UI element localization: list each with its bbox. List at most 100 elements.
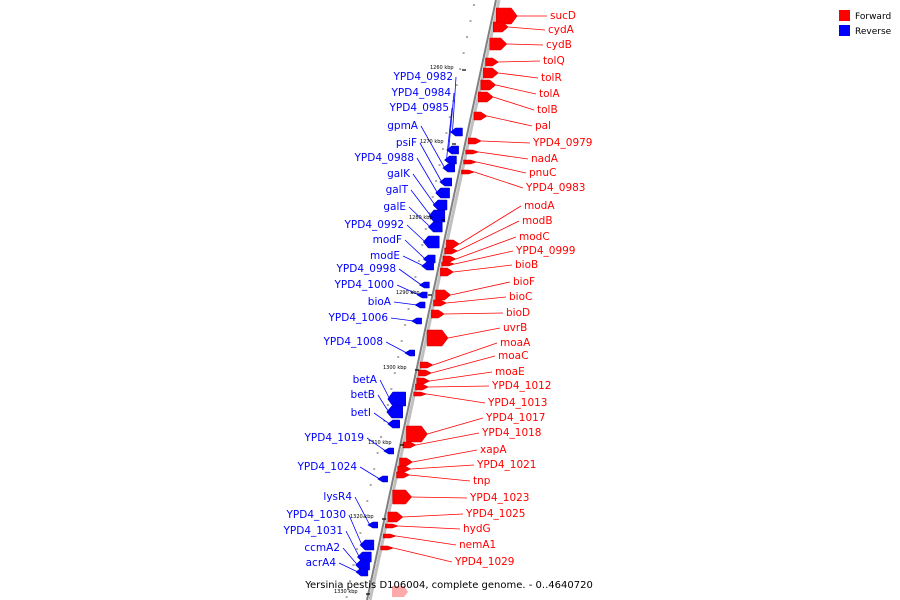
forward-gene-connector xyxy=(455,236,517,260)
forward-gene-feature xyxy=(446,239,460,249)
reverse-gene-connector xyxy=(420,125,446,169)
legend-reverse-label: Reverse xyxy=(855,27,892,37)
forward-gene-connector xyxy=(486,115,533,127)
reverse-gene-feature xyxy=(387,391,406,407)
reverse-gene-label: YPD4_0992 xyxy=(344,219,404,231)
forward-gene-label: bioF xyxy=(513,276,535,288)
reverse-gene-label: YPD4_1031 xyxy=(283,525,343,537)
forward-gene-connector xyxy=(498,72,539,79)
reverse-gene-connector xyxy=(396,284,420,296)
reverse-gene-feature xyxy=(359,539,375,551)
kbp-marker-label: 1280 kbp xyxy=(409,215,433,221)
forward-gene-feature xyxy=(485,57,499,67)
forward-gene-connector xyxy=(457,220,520,252)
forward-gene-label: tolR xyxy=(541,72,562,84)
reverse-gene-feature xyxy=(446,145,459,155)
forward-gene-feature xyxy=(489,37,508,51)
reverse-gene-feature xyxy=(416,291,428,299)
reverse-gene-connector xyxy=(393,301,418,306)
reverse-gene-feature xyxy=(427,221,443,233)
forward-gene-label: YPD4_1023 xyxy=(469,492,529,504)
forward-gene-label: YPD4_1029 xyxy=(454,556,514,568)
forward-gene-connector xyxy=(493,96,535,111)
forward-gene-connector xyxy=(450,281,511,296)
reverse-gene-label: modE xyxy=(370,250,400,262)
forward-gene-feature xyxy=(426,329,449,347)
reverse-gene-connector xyxy=(338,562,359,573)
reverse-gene-connector xyxy=(419,142,443,183)
forward-gene-connector xyxy=(495,84,537,95)
reverse-gene-label: YPD4_1006 xyxy=(328,312,389,324)
reverse-gene-label: psiF xyxy=(396,137,417,149)
forward-gene-label: moaE xyxy=(495,366,525,378)
reverse-gene-feature xyxy=(450,127,463,137)
kbp-marker-label: 1270 kbp xyxy=(420,139,444,145)
forward-gene-connector xyxy=(433,342,498,366)
forward-gene-feature xyxy=(463,159,478,165)
reverse-gene-label: betI xyxy=(351,407,371,419)
forward-gene-connector xyxy=(459,205,522,245)
forward-gene-label: moaA xyxy=(500,337,531,349)
reverse-gene-label: YPD4_0985 xyxy=(389,102,449,114)
reverse-gene-feature xyxy=(421,261,434,271)
forward-gene-label: pal xyxy=(535,120,551,132)
forward-gene-label: hydG xyxy=(463,523,491,535)
forward-gene-feature xyxy=(418,369,433,377)
reverse-gene-feature xyxy=(422,235,440,249)
reverse-gene-connector xyxy=(404,239,426,260)
forward-gene-feature xyxy=(435,289,452,301)
reverse-gene-feature xyxy=(356,551,372,563)
kbp-marker-label: 1290 kbp xyxy=(396,290,420,296)
reverse-gene-label: YPD4_1000 xyxy=(334,279,394,291)
forward-gene-label: YPD4_0979 xyxy=(532,137,592,149)
reverse-gene-feature xyxy=(386,405,403,419)
kbp-marker-label: 1260 kbp xyxy=(430,65,454,71)
forward-gene-connector xyxy=(498,60,541,63)
reverse-gene-connector xyxy=(398,268,422,286)
forward-gene-feature-partial xyxy=(392,586,408,597)
forward-gene-feature xyxy=(387,511,404,523)
reverse-gene-connector xyxy=(366,437,386,452)
kbp-marker-label: 1320 kbp xyxy=(350,514,374,520)
reverse-gene-label: gpmA xyxy=(387,120,419,132)
reverse-gene-connector xyxy=(379,379,391,400)
forward-gene-label: nemA1 xyxy=(459,539,496,551)
forward-gene-label: YPD4_1012 xyxy=(491,380,551,392)
legend-reverse-swatch xyxy=(839,25,850,36)
forward-gene-label: nadA xyxy=(531,153,559,165)
reverse-gene-feature xyxy=(367,521,379,529)
forward-gene-label: YPD4_1018 xyxy=(481,427,541,439)
forward-gene-feature xyxy=(444,247,459,255)
reverse-gene-connector xyxy=(402,255,424,267)
reverse-gene-feature xyxy=(355,559,370,571)
forward-gene-label: YPD4_1013 xyxy=(487,397,547,409)
reverse-gene-label: galT xyxy=(386,184,409,196)
forward-gene-feature xyxy=(441,261,456,267)
forward-gene-connector xyxy=(415,432,480,446)
forward-gene-feature xyxy=(461,169,476,175)
reverse-gene-connector xyxy=(412,173,436,206)
forward-gene-feature xyxy=(431,309,445,319)
reverse-gene-connector xyxy=(390,317,414,322)
reverse-gene-label: modF xyxy=(373,234,402,246)
legend-forward-swatch xyxy=(839,10,850,21)
forward-gene-label: uvrB xyxy=(503,322,527,334)
forward-gene-connector xyxy=(476,161,527,174)
forward-gene-label: tolQ xyxy=(543,55,565,67)
reverse-gene-connector xyxy=(359,466,380,480)
forward-gene-connector xyxy=(444,312,504,315)
reverse-gene-connector xyxy=(448,92,455,151)
reverse-gene-feature xyxy=(387,419,400,429)
reverse-gene-label: YPD4_1019 xyxy=(304,432,364,444)
forward-gene-label: tolB xyxy=(537,104,558,116)
forward-gene-connector xyxy=(478,151,529,160)
forward-gene-label: YPD4_1025 xyxy=(465,508,525,520)
reverse-gene-connector xyxy=(373,412,390,425)
forward-gene-feature xyxy=(440,267,454,277)
forward-gene-feature xyxy=(496,7,518,25)
forward-gene-connector xyxy=(402,513,464,518)
forward-gene-label: modB xyxy=(522,215,553,227)
forward-gene-feature xyxy=(477,91,494,103)
forward-gene-label: cydA xyxy=(548,24,575,36)
reverse-gene-feature xyxy=(439,177,452,187)
